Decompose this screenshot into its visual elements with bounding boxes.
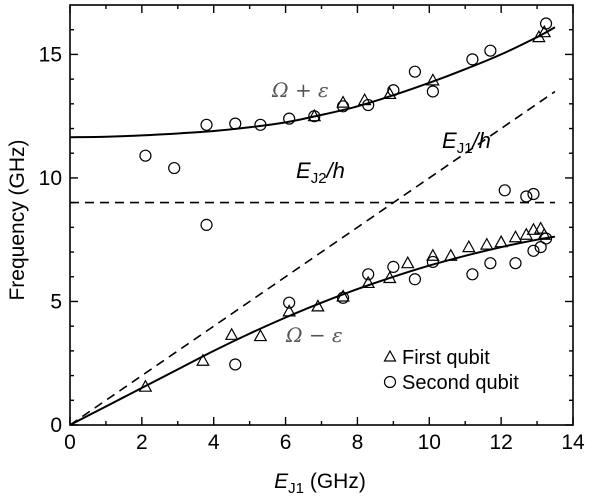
series-second-qubit bbox=[139, 17, 553, 371]
data-point-triangle bbox=[253, 328, 268, 342]
data-point-triangle bbox=[426, 248, 440, 261]
data-point-circle bbox=[408, 65, 422, 78]
annotation-ej2-line: EJ2/h bbox=[296, 158, 345, 187]
data-point-triangle bbox=[537, 24, 552, 38]
upper-branch-curve bbox=[69, 26, 556, 139]
legend-label-first-qubit: First qubit bbox=[402, 347, 490, 369]
data-point-circle bbox=[308, 110, 321, 123]
data-point-triangle bbox=[311, 299, 325, 312]
data-point-circle bbox=[283, 112, 296, 125]
data-point-circle bbox=[408, 273, 422, 286]
x-tick-label: 8 bbox=[352, 431, 364, 454]
data-point-circle bbox=[254, 118, 267, 131]
data-point-triangle bbox=[224, 327, 239, 340]
y-axis-title: Frequency (GHz) bbox=[6, 139, 29, 300]
data-point-triangle bbox=[336, 289, 350, 302]
data-point-circle bbox=[387, 84, 400, 97]
data-point-triangle bbox=[444, 248, 458, 261]
legend-marker-first-qubit bbox=[383, 349, 397, 362]
data-point-triangle bbox=[537, 227, 552, 240]
data-point-circle bbox=[200, 118, 213, 131]
data-point-circle bbox=[527, 187, 540, 201]
data-point-circle bbox=[139, 149, 152, 162]
data-point-circle bbox=[362, 98, 375, 112]
data-point-circle bbox=[362, 268, 375, 281]
annotation-ej2-main: E bbox=[296, 158, 311, 183]
ej1-dashed-line bbox=[69, 90, 556, 426]
x-tick-label: 14 bbox=[561, 431, 585, 454]
data-point-circle bbox=[229, 117, 242, 130]
data-point-triangle bbox=[400, 255, 415, 269]
data-point-circle bbox=[426, 255, 439, 269]
annotation-lower-branch: Ω − ε bbox=[285, 323, 343, 347]
x-axis-title: EJ1 (GHz) bbox=[274, 470, 366, 497]
data-point-triangle bbox=[533, 221, 548, 234]
data-point-triangle bbox=[508, 229, 523, 243]
data-point-circle bbox=[539, 232, 553, 245]
x-axis-title-main: E bbox=[274, 470, 289, 493]
y-tick-label: 0 bbox=[50, 414, 62, 437]
data-point-triangle bbox=[382, 270, 397, 284]
annotation-upper-branch: Ω + ε bbox=[271, 78, 329, 102]
x-tick-label: 10 bbox=[418, 431, 441, 454]
data-point-triangle bbox=[479, 237, 494, 250]
data-point-triangle bbox=[282, 304, 296, 317]
legend-marker-second-qubit bbox=[383, 375, 397, 389]
annotation-ej1-sub: J1 bbox=[457, 140, 473, 157]
y-tick-label: 15 bbox=[39, 43, 62, 66]
data-point-circle bbox=[387, 260, 400, 273]
x-tick-label: 12 bbox=[489, 431, 512, 454]
annotation-ej1-line: EJ1/h bbox=[442, 128, 491, 157]
legend-label-second-qubit: Second qubit bbox=[402, 372, 519, 394]
legend: First qubit Second qubit bbox=[383, 347, 519, 394]
x-tick-label: 6 bbox=[280, 431, 292, 454]
y-tick-label: 5 bbox=[50, 290, 62, 313]
data-point-circle bbox=[484, 44, 497, 57]
annotation-ej2-suffix: /h bbox=[325, 158, 345, 183]
y-tick-label: 10 bbox=[39, 167, 62, 190]
data-point-circle bbox=[426, 85, 439, 98]
annotation-ej1-main: E bbox=[442, 128, 457, 153]
data-point-circle bbox=[534, 241, 547, 254]
data-point-triangle bbox=[361, 275, 376, 289]
data-point-circle bbox=[466, 268, 479, 281]
data-point-circle bbox=[498, 184, 511, 197]
data-point-triangle bbox=[307, 108, 322, 122]
x-axis-title-unit: (GHz) bbox=[304, 470, 366, 493]
data-point-triangle bbox=[382, 86, 397, 100]
x-tick-label: 2 bbox=[136, 431, 148, 454]
data-point-triangle bbox=[138, 379, 153, 392]
data-point-triangle bbox=[461, 239, 476, 253]
x-axis-title-sub: J1 bbox=[288, 480, 304, 497]
data-point-circle bbox=[539, 17, 553, 30]
data-point-circle bbox=[283, 296, 296, 309]
data-point-circle bbox=[336, 100, 350, 113]
data-point-triangle bbox=[426, 73, 440, 86]
data-point-circle bbox=[484, 257, 497, 270]
data-point-circle bbox=[520, 190, 533, 203]
data-point-circle bbox=[168, 161, 181, 175]
annotation-ej1-suffix: /h bbox=[471, 128, 491, 153]
chart-markers bbox=[138, 17, 553, 392]
data-point-triangle bbox=[494, 234, 508, 248]
series-first-qubit bbox=[138, 24, 552, 392]
plot-border bbox=[69, 4, 574, 426]
data-point-circle bbox=[229, 358, 242, 371]
data-point-circle bbox=[466, 53, 479, 66]
data-point-circle bbox=[200, 218, 213, 231]
x-tick-label: 4 bbox=[208, 431, 220, 454]
x-tick-label: 0 bbox=[64, 431, 76, 454]
data-point-circle bbox=[527, 244, 540, 257]
plot-frame bbox=[69, 4, 574, 426]
axis-tick-labels: 0 2 4 6 8 10 12 14 0 5 10 15 bbox=[39, 43, 585, 454]
axis-ticks bbox=[69, 5, 574, 426]
data-point-triangle bbox=[526, 222, 541, 235]
data-point-circle bbox=[336, 291, 350, 304]
data-point-circle bbox=[509, 257, 522, 270]
annotation-ej2-sub: J2 bbox=[311, 170, 327, 187]
data-point-triangle bbox=[196, 353, 210, 366]
